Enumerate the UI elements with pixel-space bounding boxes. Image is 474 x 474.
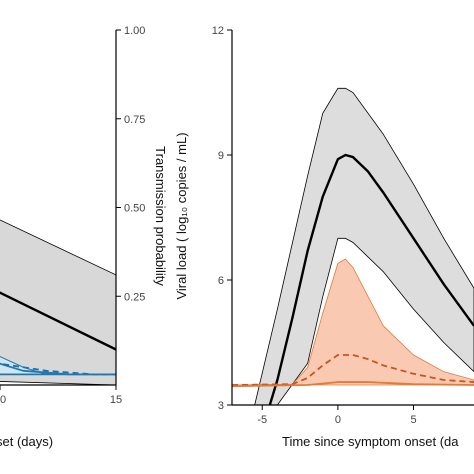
y-tick-label: 0.75: [124, 114, 145, 126]
right-panel: -5 0 5 3 6 9 12 Time since symptom onset (da V…: [174, 25, 474, 449]
right-plot-area: [232, 87, 474, 405]
x-tick-label: 15: [110, 394, 122, 406]
series-line-2: [0, 291, 116, 351]
series-band-0: [0, 219, 116, 385]
left-plot-area: [0, 219, 116, 385]
x-tick-label: -5: [257, 414, 267, 426]
y-tick-label: 1.00: [124, 25, 145, 37]
left-ticks: 10 15 0.25 0.50 0.75 1.00: [0, 25, 145, 406]
left-y-axis-title: Transmission probability: [153, 146, 168, 286]
series-line-4: [232, 381, 474, 388]
series-band-2: [232, 258, 474, 386]
series-line-4: [0, 362, 116, 376]
left-x-axis-title: set (days): [0, 434, 53, 449]
x-tick-label: 5: [410, 414, 416, 426]
y-tick-label: 9: [218, 150, 224, 162]
left-panel: 10 15 0.25 0.50 0.75 1.00 set (days) Transmis…: [0, 25, 168, 449]
x-tick-label: 0: [335, 414, 341, 426]
series-band-0: [254, 87, 474, 405]
right-ticks: -5 0 5 3 6 9 12: [212, 25, 417, 426]
y-tick-label: 0.50: [124, 203, 145, 215]
y-tick-label: 3: [218, 400, 224, 412]
right-y-axis-title: Viral load ( log₁₀ copies / mL): [174, 132, 189, 299]
y-tick-label: 12: [212, 25, 224, 37]
y-tick-label: 0.25: [124, 291, 145, 303]
series-line-1: [268, 153, 474, 405]
series-line-3: [232, 354, 474, 386]
x-tick-label: 10: [0, 394, 6, 406]
right-x-axis-title: Time since symptom onset (da: [282, 434, 459, 449]
y-tick-label: 6: [218, 275, 224, 287]
